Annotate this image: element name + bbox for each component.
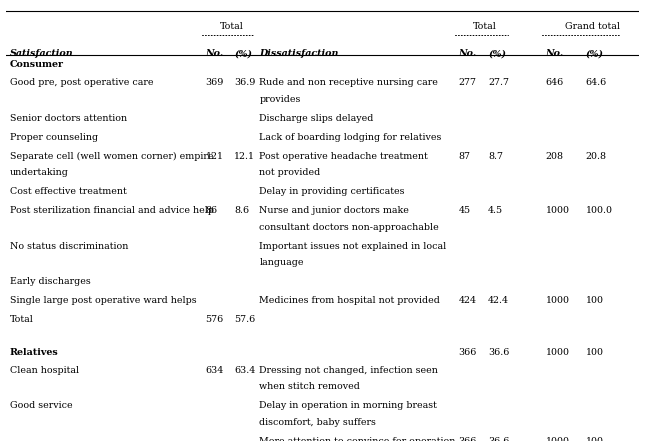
Text: 634: 634 xyxy=(206,366,224,375)
Text: Dissatisfaction: Dissatisfaction xyxy=(259,49,339,58)
Text: discomfort, baby suffers: discomfort, baby suffers xyxy=(259,418,376,426)
Text: 576: 576 xyxy=(206,315,224,324)
Text: More attention to convince for operation: More attention to convince for operation xyxy=(259,437,455,441)
Text: Dressing not changed, infection seen: Dressing not changed, infection seen xyxy=(259,366,438,375)
Text: Delay in operation in morning breast: Delay in operation in morning breast xyxy=(259,401,437,410)
Text: No.: No. xyxy=(459,49,477,58)
Text: Early discharges: Early discharges xyxy=(10,277,90,286)
Text: 121: 121 xyxy=(206,152,224,161)
Text: 369: 369 xyxy=(206,78,224,87)
Text: No.: No. xyxy=(546,49,564,58)
Text: undertaking: undertaking xyxy=(10,168,68,177)
Text: Post operative headache treatment: Post operative headache treatment xyxy=(259,152,428,161)
Text: 1000: 1000 xyxy=(546,206,570,215)
Text: Lack of boarding lodging for relatives: Lack of boarding lodging for relatives xyxy=(259,133,442,142)
Text: consultant doctors non-approachable: consultant doctors non-approachable xyxy=(259,223,439,232)
Text: 1000: 1000 xyxy=(546,348,570,357)
Text: Good service: Good service xyxy=(10,401,72,410)
Text: Total: Total xyxy=(10,315,34,324)
Text: 366: 366 xyxy=(459,348,477,357)
Text: Separate cell (well women corner) empire: Separate cell (well women corner) empire xyxy=(10,152,213,161)
Text: 100: 100 xyxy=(586,296,604,305)
Text: No status discrimination: No status discrimination xyxy=(10,242,128,250)
Text: 45: 45 xyxy=(459,206,470,215)
Text: 42.4: 42.4 xyxy=(488,296,509,305)
Text: Post sterilization financial and advice help: Post sterilization financial and advice … xyxy=(10,206,213,215)
Text: 63.4: 63.4 xyxy=(234,366,255,375)
Text: (%): (%) xyxy=(234,49,252,58)
Text: Clean hospital: Clean hospital xyxy=(10,366,79,375)
Text: Delay in providing certificates: Delay in providing certificates xyxy=(259,187,405,196)
Text: 8.6: 8.6 xyxy=(234,206,249,215)
Text: Nurse and junior doctors make: Nurse and junior doctors make xyxy=(259,206,409,215)
Text: Relatives: Relatives xyxy=(10,348,58,357)
Text: Consumer: Consumer xyxy=(10,60,64,70)
Text: 86: 86 xyxy=(206,206,217,215)
Text: Satisfaction: Satisfaction xyxy=(10,49,74,58)
Text: Senior doctors attention: Senior doctors attention xyxy=(10,114,126,123)
Text: 100.0: 100.0 xyxy=(586,206,613,215)
Text: Proper counseling: Proper counseling xyxy=(10,133,98,142)
Text: Single large post operative ward helps: Single large post operative ward helps xyxy=(10,296,196,305)
Text: Total: Total xyxy=(219,22,243,31)
Text: 208: 208 xyxy=(546,152,564,161)
Text: (%): (%) xyxy=(586,49,604,58)
Text: Good pre, post operative care: Good pre, post operative care xyxy=(10,78,153,87)
Text: 424: 424 xyxy=(459,296,477,305)
Text: 100: 100 xyxy=(586,348,604,357)
Text: 1000: 1000 xyxy=(546,437,570,441)
Text: not provided: not provided xyxy=(259,168,321,177)
Text: 36.6: 36.6 xyxy=(488,348,510,357)
Text: Grand total: Grand total xyxy=(565,22,620,31)
Text: 1000: 1000 xyxy=(546,296,570,305)
Text: provides: provides xyxy=(259,95,301,104)
Text: 646: 646 xyxy=(546,78,564,87)
Text: (%): (%) xyxy=(488,49,506,58)
Text: 366: 366 xyxy=(459,437,477,441)
Text: 36.6: 36.6 xyxy=(488,437,510,441)
Text: Medicines from hospital not provided: Medicines from hospital not provided xyxy=(259,296,440,305)
Text: Cost effective treatment: Cost effective treatment xyxy=(10,187,126,196)
Text: 57.6: 57.6 xyxy=(234,315,255,324)
Text: 36.9: 36.9 xyxy=(234,78,255,87)
Text: 64.6: 64.6 xyxy=(586,78,607,87)
Text: 87: 87 xyxy=(459,152,470,161)
Text: language: language xyxy=(259,258,304,267)
Text: Important issues not explained in local: Important issues not explained in local xyxy=(259,242,446,250)
Text: when stitch removed: when stitch removed xyxy=(259,382,360,391)
Text: Total: Total xyxy=(473,22,497,31)
Text: 277: 277 xyxy=(459,78,477,87)
Text: 4.5: 4.5 xyxy=(488,206,503,215)
Text: 20.8: 20.8 xyxy=(586,152,606,161)
Text: 100: 100 xyxy=(586,437,604,441)
Text: 12.1: 12.1 xyxy=(234,152,255,161)
Text: 27.7: 27.7 xyxy=(488,78,509,87)
Text: No.: No. xyxy=(206,49,224,58)
Text: Discharge slips delayed: Discharge slips delayed xyxy=(259,114,373,123)
Text: 8.7: 8.7 xyxy=(488,152,503,161)
Text: Rude and non receptive nursing care: Rude and non receptive nursing care xyxy=(259,78,438,87)
